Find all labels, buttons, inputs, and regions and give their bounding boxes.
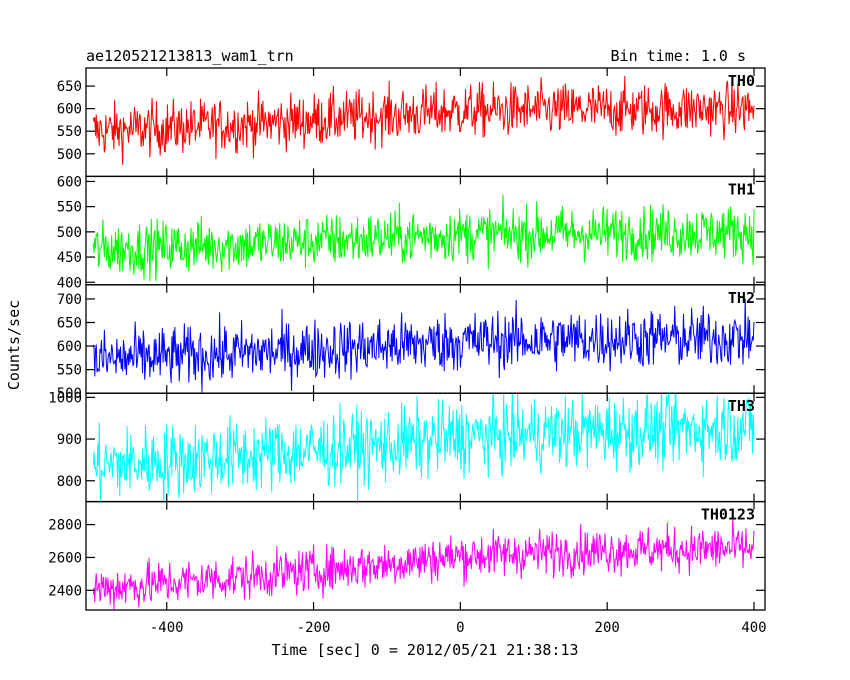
y-tick-label: 600: [57, 339, 82, 355]
y-axis-label: Counts/sec: [5, 300, 23, 390]
panel-label: TH3: [728, 397, 755, 415]
y-tick-label: 800: [57, 474, 82, 490]
series-th3: [92, 393, 755, 502]
panel-label: TH2: [728, 289, 755, 307]
y-tick-label: 450: [57, 250, 82, 266]
y-tick-label: 900: [57, 432, 82, 448]
panel-th1: 400 450 500 550 600 TH1: [57, 174, 766, 291]
y-tick-label: 650: [57, 316, 82, 332]
panel-label: TH0: [728, 72, 755, 90]
x-axis: -400 -200 0 200 400: [150, 620, 767, 636]
y-tick-label: 1000: [48, 390, 82, 406]
panel-th3: 800 900 1000 TH3: [48, 390, 766, 503]
y-tick-label: 500: [57, 386, 82, 402]
y-tick-label: 2600: [48, 550, 82, 566]
y-tick-label: 550: [57, 363, 82, 379]
x-tick-label: 200: [595, 620, 620, 636]
y-tick-label: 550: [57, 124, 82, 140]
y-tick-label: 700: [57, 292, 82, 308]
y-tick-label: 2800: [48, 518, 82, 534]
y-tick-label: 500: [57, 147, 82, 163]
panel-frame: [85, 500, 766, 611]
series-th2: [92, 298, 755, 393]
x-axis-label: Time [sec] 0 = 2012/05/21 21:38:13: [271, 641, 578, 659]
y-tick-label: 600: [57, 174, 82, 190]
bin-time-label: Bin time: 1.0 s: [611, 47, 746, 65]
y-tick-label: 400: [57, 275, 82, 291]
y-tick-label: 2400: [48, 583, 82, 599]
panel-th0123: 2400 2600 2800 TH0123: [48, 500, 766, 611]
series-th0: [92, 75, 755, 166]
panel-label: TH0123: [701, 506, 755, 524]
panel-label: TH1: [728, 180, 755, 198]
x-tick-label: -200: [297, 620, 331, 636]
x-tick-label: 0: [456, 620, 464, 636]
y-tick-label: 600: [57, 102, 82, 118]
y-tick-label: 650: [57, 79, 82, 95]
x-tick-label: 400: [741, 620, 766, 636]
chart-title: ae120521213813_wam1_trn: [86, 47, 294, 65]
y-tick-label: 500: [57, 225, 82, 241]
x-tick-label: -400: [150, 620, 184, 636]
series-th0123: [92, 517, 755, 610]
panel-th2: 500 550 600 650 700 TH2: [57, 284, 766, 402]
series-th1: [92, 194, 755, 282]
panels: 500 550 600 650 TH0 400 450 500 550 600 TH1 500 550 6…: [48, 67, 766, 611]
panel-th0: 500 550 600 650 TH0: [57, 67, 766, 178]
panel-frame: [85, 175, 766, 286]
y-tick-label: 550: [57, 200, 82, 216]
